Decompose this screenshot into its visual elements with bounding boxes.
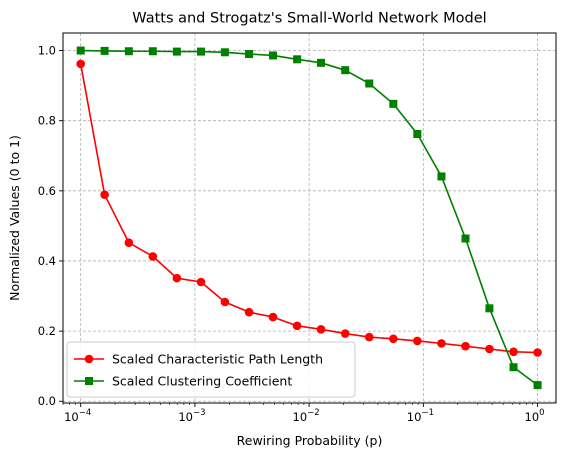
legend: Scaled Characteristic Path Length Scaled …	[66, 341, 356, 398]
data-point	[269, 51, 278, 60]
data-point	[124, 238, 134, 248]
data-point	[389, 334, 398, 344]
data-point	[76, 59, 85, 69]
series-layer	[76, 46, 542, 390]
data-point	[148, 47, 157, 56]
data-point	[100, 46, 109, 55]
y-tick-label: 0.2	[38, 324, 56, 338]
chart-title: Watts and Strogatz's Small-World Network…	[132, 11, 486, 27]
data-point	[533, 381, 542, 390]
data-point	[148, 252, 158, 261]
y-tick-label: 1.0	[38, 44, 56, 58]
data-point	[220, 48, 229, 57]
y-tick-label: 0.6	[38, 184, 56, 198]
y-axis-label: Normalized Values (0 to 1)	[7, 135, 22, 301]
data-point	[268, 312, 278, 322]
data-point	[172, 47, 181, 56]
data-point	[316, 58, 325, 67]
data-point	[340, 329, 350, 338]
legend-marker	[84, 354, 94, 364]
data-point	[533, 348, 542, 357]
data-point	[244, 307, 254, 317]
data-point	[245, 50, 254, 59]
data-point	[364, 332, 374, 342]
data-point	[485, 344, 494, 354]
y-tick-label: 0.8	[38, 114, 56, 128]
data-point	[509, 363, 518, 372]
data-point	[413, 130, 422, 139]
data-point	[76, 46, 85, 55]
data-point	[389, 99, 398, 108]
data-point	[509, 347, 518, 357]
data-point	[461, 234, 470, 243]
data-point	[437, 172, 446, 181]
data-point	[124, 47, 133, 56]
y-tick-label: 0.4	[38, 254, 56, 268]
data-point	[220, 297, 230, 307]
data-point	[292, 321, 302, 331]
y-tick-label: 0.0	[38, 394, 56, 408]
series-line-2	[80, 49, 539, 386]
x-tick-label: 10−1	[407, 408, 434, 424]
x-axis-label: Rewiring Probability (p)	[237, 433, 383, 448]
x-tick-label: 10−3	[178, 408, 205, 424]
data-point	[437, 339, 446, 348]
data-point	[485, 304, 494, 313]
grid	[63, 33, 556, 403]
data-point	[293, 55, 302, 64]
legend-frame	[66, 341, 356, 398]
data-point	[365, 79, 374, 88]
data-point	[341, 66, 350, 75]
tick-layer: 10−4 10−3 10−2 10−1 100 0.0 0.2 0.4 0.6 0.8 1.0	[38, 44, 545, 424]
data-point	[461, 341, 470, 351]
legend-entry: Scaled Clustering Coefficient	[74, 374, 292, 389]
x-tick-label: 10−2	[293, 408, 320, 424]
data-point	[413, 336, 422, 346]
legend-label: Scaled Clustering Coefficient	[112, 374, 292, 389]
data-point	[196, 47, 205, 56]
x-tick-label: 10−4	[64, 408, 91, 424]
data-point	[316, 325, 326, 334]
data-point	[196, 277, 206, 287]
legend-marker	[85, 377, 93, 385]
data-point	[172, 273, 182, 283]
legend-entry: Scaled Characteristic Path Length	[74, 352, 323, 367]
data-point	[100, 190, 109, 199]
x-tick-label: 100	[525, 408, 545, 424]
legend-label: Scaled Characteristic Path Length	[112, 352, 323, 367]
